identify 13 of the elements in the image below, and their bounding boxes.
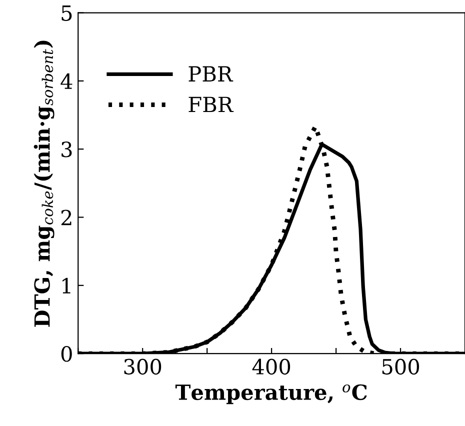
y-tick-label: 5 [62, 6, 72, 21]
x-tick-label: 400 [252, 358, 290, 375]
y-tick-label: 3 [62, 142, 72, 158]
x-tick-label: 300 [124, 358, 162, 375]
x-axis-title: Temperature, $^{o}$C [175, 384, 367, 404]
y-tick-label: 4 [60, 73, 72, 89]
legend-label: PBR [188, 66, 234, 82]
y-tick-label: 0 [61, 346, 72, 362]
legend-label: FBR [188, 96, 234, 112]
x-tick-label: 500 [382, 358, 420, 375]
y-tick-label: 1 [62, 278, 70, 294]
y-tick-label: 2 [61, 210, 72, 226]
y-axis-title: DTG, mg$_{coke}$/(min·g$_{sorbent}$) [34, 40, 54, 327]
